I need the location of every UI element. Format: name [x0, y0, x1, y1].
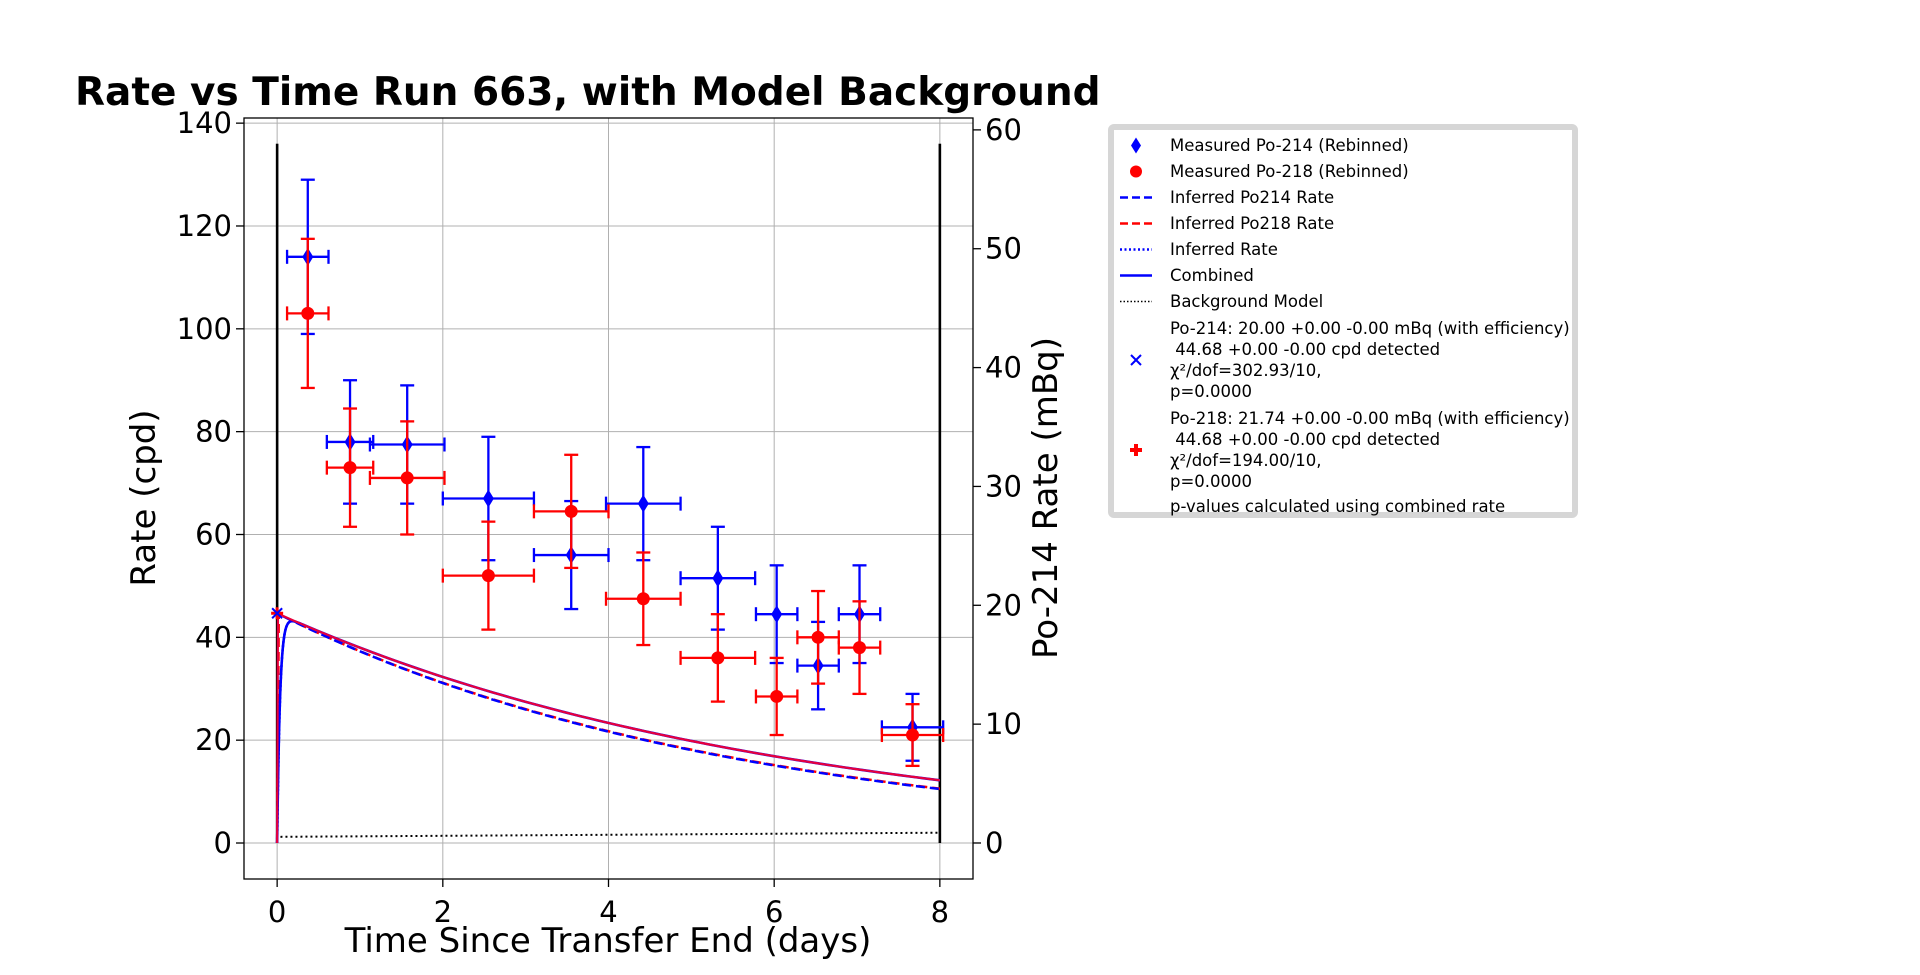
po218-data-point [400, 471, 414, 485]
chart-title: Rate vs Time Run 663, with Model Backgro… [75, 70, 1101, 115]
legend-symbol [1130, 165, 1142, 178]
po218-data-point [343, 461, 357, 475]
background-model-line [280, 831, 940, 838]
legend-symbol [1130, 354, 1142, 366]
legend-symbol [1131, 137, 1141, 154]
y2-tick-label: 30 [985, 469, 1022, 503]
po218-data-point [770, 689, 784, 703]
grid-lines [244, 118, 973, 879]
y-tick-label: 120 [177, 209, 232, 243]
legend-symbol [1120, 196, 1152, 199]
vertical-marker-line [275, 143, 279, 844]
legend-label: Measured Po-214 (Rebinned) [1170, 136, 1409, 155]
po218-data-point [481, 569, 495, 583]
po214-data-point [637, 494, 649, 513]
po214-start-marker [271, 607, 283, 619]
y-tick-label: 60 [195, 517, 232, 551]
po218-data-point [811, 630, 825, 644]
legend-symbol [1130, 444, 1142, 456]
series-po214 [285, 178, 945, 762]
y2-tick-label: 0 [985, 826, 1003, 860]
y-tick-label: 40 [195, 620, 232, 654]
y2-axis-label: Po-214 Rate (mBq) [1026, 337, 1066, 659]
legend-label: Po-218: 21.74 +0.00 -0.00 mBq (with effi… [1170, 409, 1570, 491]
y2-tick-label: 40 [985, 351, 1022, 385]
legend-label: Background Model [1170, 292, 1324, 311]
po214-data-point [771, 605, 783, 624]
x-tick-label: 4 [599, 895, 617, 929]
legend-label: Combined [1170, 266, 1254, 285]
x-tick-label: 6 [765, 895, 783, 929]
y-tick-label: 140 [177, 106, 232, 140]
legend-label: Inferred Po218 Rate [1170, 214, 1335, 233]
legend-label: p-values calculated using combined rate [1170, 497, 1506, 516]
legend-label: Measured Po-218 (Rebinned) [1170, 162, 1409, 181]
vertical-marker-line [938, 143, 942, 844]
combined-po218-line [276, 612, 940, 844]
x-axis-label: Time Since Transfer End (days) [344, 921, 872, 961]
po218-data-point [711, 651, 725, 665]
legend: Measured Po-214 (Rebinned) Measured Po-21… [1108, 124, 1578, 518]
y-tick-label: 100 [177, 312, 232, 346]
po218-data-point [906, 728, 920, 742]
y2-tick-label: 20 [985, 588, 1022, 622]
legend-label: Po-214: 20.00 +0.00 -0.00 mBq (with effi… [1170, 319, 1570, 401]
y2-tick-label: 50 [985, 232, 1022, 266]
legend-symbol [1120, 300, 1152, 303]
inferred-po214-line [276, 612, 941, 791]
y2-tick-label: 60 [985, 113, 1022, 147]
legend-symbol [1120, 274, 1152, 277]
legend-label: Inferred Po214 Rate [1170, 188, 1335, 207]
legend-symbol [1114, 496, 1172, 517]
po214-data-point [482, 489, 494, 508]
data-layer [271, 143, 945, 844]
legend-symbol [1120, 222, 1152, 225]
po214-data-point [712, 569, 724, 588]
po218-data-point [301, 306, 315, 320]
po218-data-point [564, 504, 578, 518]
y-axis-label: Rate (cpd) [124, 409, 164, 586]
legend-symbol [1120, 248, 1152, 251]
po218-data-point [636, 592, 650, 606]
x-tick-label: 0 [268, 895, 286, 929]
y-tick-label: 20 [195, 723, 232, 757]
y2-tick-label: 10 [985, 707, 1022, 741]
y-tick-label: 80 [195, 415, 232, 449]
legend-label: Inferred Rate [1170, 240, 1278, 259]
x-tick-label: 2 [434, 895, 452, 929]
x-tick-label: 8 [931, 895, 949, 929]
y-tick-label: 0 [214, 826, 232, 860]
po218-data-point [853, 641, 867, 655]
series-po218 [285, 237, 945, 768]
